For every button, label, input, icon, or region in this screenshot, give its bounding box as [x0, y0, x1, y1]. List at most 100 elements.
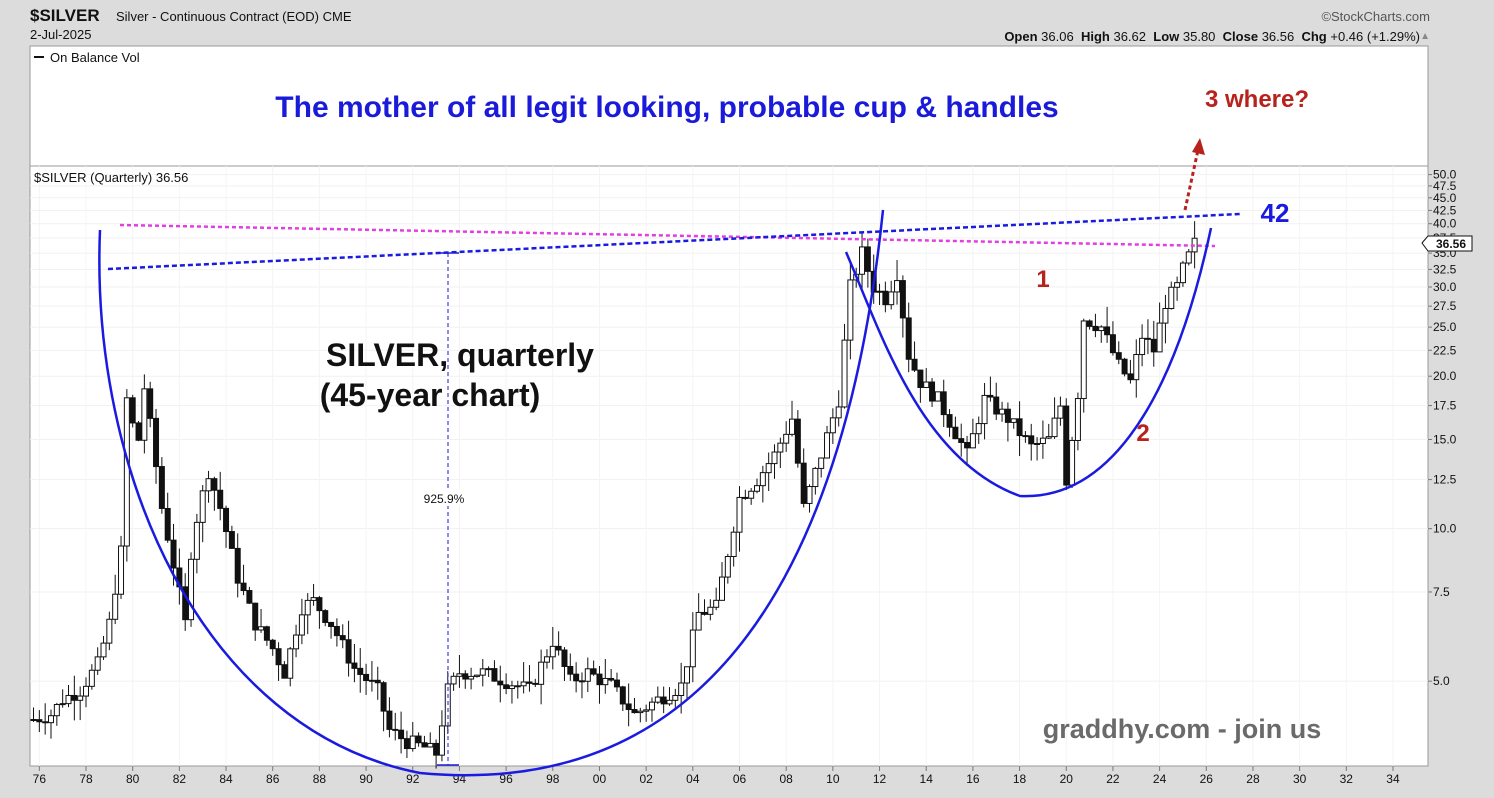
y-tick-label: 7.5: [1433, 585, 1450, 599]
candle-up: [287, 648, 294, 679]
candle-up: [106, 618, 113, 644]
low-label: Low: [1153, 29, 1180, 44]
chart-annotation-title: SILVER, quarterly: [326, 337, 594, 373]
candle-up: [293, 634, 300, 650]
candle-up: [759, 472, 766, 487]
candle-up: [188, 558, 195, 621]
candle-down: [363, 673, 370, 682]
y-tick-label: 17.5: [1433, 399, 1457, 413]
candle-down: [964, 441, 971, 449]
x-tick-label: 98: [546, 772, 560, 786]
candle-down: [958, 438, 965, 443]
candle-up: [637, 710, 644, 714]
candle-down: [42, 721, 49, 724]
candle-up: [1098, 326, 1105, 332]
candle-up: [643, 709, 650, 712]
candle-down: [596, 673, 603, 686]
candle-up: [100, 642, 107, 658]
x-tick-label: 18: [1013, 772, 1027, 786]
candle-down: [625, 703, 632, 711]
candle-down: [403, 738, 410, 750]
chart-annotation-subtitle: (45-year chart): [320, 377, 541, 413]
red-arrow-shaft: [1183, 149, 1200, 211]
candle-up: [298, 614, 305, 636]
candle-down: [275, 648, 282, 666]
candle-down: [374, 679, 381, 684]
candle-up: [999, 408, 1006, 415]
candle-up: [672, 695, 679, 701]
candle-up: [888, 291, 895, 306]
y-tick-label: 45.0: [1433, 191, 1457, 205]
y-tick-label: 20.0: [1433, 369, 1457, 383]
candle-up: [258, 626, 265, 631]
candle-up: [1074, 398, 1081, 441]
candle-up: [707, 606, 714, 615]
y-tick-label: 50.0: [1433, 168, 1457, 182]
candle-down: [345, 639, 352, 664]
candle-up: [806, 486, 813, 504]
candle-down: [263, 626, 270, 641]
candle-down: [631, 709, 638, 714]
candle-down: [1063, 405, 1070, 486]
candle-down: [608, 677, 615, 681]
candle-up: [1010, 418, 1017, 423]
candle-up: [514, 685, 521, 688]
candle-down: [1121, 358, 1128, 375]
candle-up: [48, 715, 55, 724]
x-tick-label: 96: [499, 772, 513, 786]
candle-down: [281, 664, 288, 679]
candle-down: [351, 662, 358, 669]
blue-target-line: [107, 212, 1241, 271]
candle-up: [59, 703, 66, 706]
candle-up: [1039, 437, 1046, 445]
candle-down: [170, 539, 177, 569]
open-label: Open: [1004, 29, 1038, 44]
candle-up: [718, 576, 725, 601]
candle-down: [135, 422, 142, 441]
candle-down: [158, 466, 165, 509]
candle-up: [508, 685, 515, 690]
candle-down: [153, 417, 160, 468]
candle-down: [328, 621, 335, 627]
ohlc-readout: Open 36.06 High 36.62 Low 35.80 Close 36…: [1004, 29, 1420, 44]
candle-up: [648, 701, 655, 711]
candle-up: [934, 391, 941, 402]
candle-up: [199, 490, 206, 523]
candle-down: [1104, 326, 1111, 336]
candle-up: [193, 521, 200, 560]
candle-down: [246, 590, 253, 604]
candle-down: [217, 489, 224, 509]
collapse-caret-icon[interactable]: ▲: [1420, 31, 1430, 42]
candle-down: [415, 735, 422, 744]
candle-down: [526, 681, 533, 684]
candle-up: [1080, 320, 1087, 400]
candle-up: [304, 599, 311, 616]
candle-up: [584, 668, 591, 682]
candle-down: [561, 649, 568, 667]
candle-down: [147, 388, 154, 419]
candle-up: [683, 666, 690, 684]
x-tick-label: 20: [1060, 772, 1074, 786]
x-tick-label: 78: [79, 772, 93, 786]
last-value-label: 36.56: [1436, 237, 1466, 251]
candle-down: [386, 710, 393, 730]
candle-up: [88, 669, 95, 687]
grid: [30, 166, 1428, 766]
x-tick-label: 28: [1246, 772, 1260, 786]
candle-down: [71, 694, 78, 701]
candle-up: [724, 555, 731, 578]
candle-up: [923, 381, 930, 388]
candle-down: [398, 729, 405, 740]
candle-down: [433, 742, 440, 756]
candle-down: [613, 679, 620, 688]
candle-down: [234, 547, 241, 584]
candle-up: [77, 695, 84, 701]
y-tick-label: 47.5: [1433, 179, 1457, 193]
candle-down: [987, 394, 994, 398]
candle-up: [1069, 439, 1076, 486]
target-label: 42: [1261, 198, 1290, 228]
brand-link[interactable]: ©StockCharts.com: [1321, 9, 1430, 24]
candle-up: [1168, 286, 1175, 309]
x-axis: 76 78 80 82 84 86 88 90 92 94 96 98 00 02 04 06 08 10 12 14…: [33, 766, 1400, 786]
last-value-tag: [1421, 235, 1473, 252]
